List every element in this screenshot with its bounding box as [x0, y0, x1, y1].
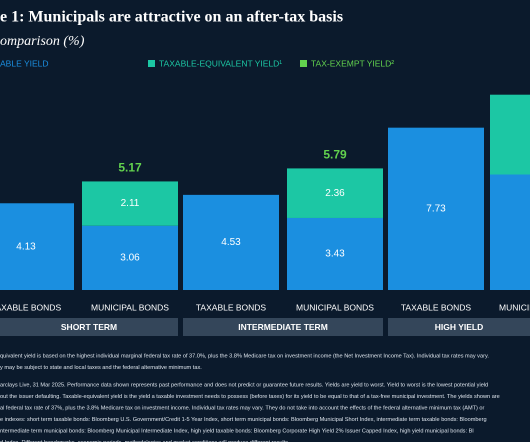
- chart-subtitle: omparison (%): [0, 34, 85, 49]
- legend-label: TAX-EXEMPT YIELD²: [311, 58, 394, 68]
- x-tick-label: MUNICIPAL BONDS: [91, 302, 169, 312]
- footnote: al federal tax rate of 37%, plus the 3.8…: [0, 405, 485, 411]
- total-label: 5.79: [323, 148, 347, 162]
- group-box: [183, 318, 383, 336]
- x-tick-label: MUNICIPAL BONDS: [296, 302, 374, 312]
- legend-swatch: [300, 60, 307, 67]
- legend-label: ABLE YIELD: [0, 58, 49, 68]
- bar-value-label: 3.06: [120, 253, 140, 264]
- x-tick-label: TAXABLE BONDS: [0, 302, 61, 312]
- bar: [388, 127, 484, 290]
- bar-value-label: 2.36: [325, 188, 345, 199]
- footnote: quivalent yield is based on the highest …: [0, 353, 489, 359]
- bar-value-label: 7.73: [426, 203, 446, 214]
- bar-value-label: 2.11: [121, 198, 140, 209]
- footnote: y may be subject to state and local taxe…: [0, 365, 202, 371]
- bar-segment: [287, 168, 383, 218]
- bar: [82, 225, 178, 290]
- total-label: 5.17: [118, 161, 142, 175]
- bar: [183, 194, 279, 290]
- x-tick-label: MUNICIPAL BONDS: [499, 302, 530, 312]
- group-box: [0, 318, 178, 336]
- x-tick-label: TAXABLE BONDS: [196, 302, 267, 312]
- group-box: [388, 318, 530, 336]
- footnote: e indexes: short term taxable bonds: Blo…: [0, 417, 487, 423]
- legend-swatch: [148, 60, 155, 67]
- chart-title: e 1: Municipals are attractive on an aft…: [0, 9, 343, 26]
- bar-segment: [490, 94, 530, 175]
- group-label: INTERMEDIATE TERM: [238, 322, 328, 332]
- legend-label: TAXABLE-EQUIVALENT YIELD¹: [159, 58, 282, 68]
- x-tick-label: TAXABLE BONDS: [401, 302, 472, 312]
- footnote: d Index. Different benchmarks, economic …: [0, 440, 290, 442]
- footnote: out the issuer defaulting. Taxable-equiv…: [0, 394, 500, 400]
- bar-segment: [82, 181, 178, 226]
- footnote: arclays Live, 31 Mar 2025. Performance d…: [0, 382, 488, 388]
- bar: [490, 174, 530, 290]
- bar-value-label: 4.53: [221, 237, 241, 248]
- bar: [287, 217, 383, 290]
- footnote: ntermediate term municipal bonds: Bloomb…: [0, 428, 474, 434]
- bar-value-label: 4.13: [16, 241, 36, 252]
- group-label: HIGH YIELD: [435, 322, 484, 332]
- group-label: SHORT TERM: [61, 322, 117, 332]
- bar: [0, 203, 74, 290]
- bar-value-label: 3.43: [325, 249, 345, 260]
